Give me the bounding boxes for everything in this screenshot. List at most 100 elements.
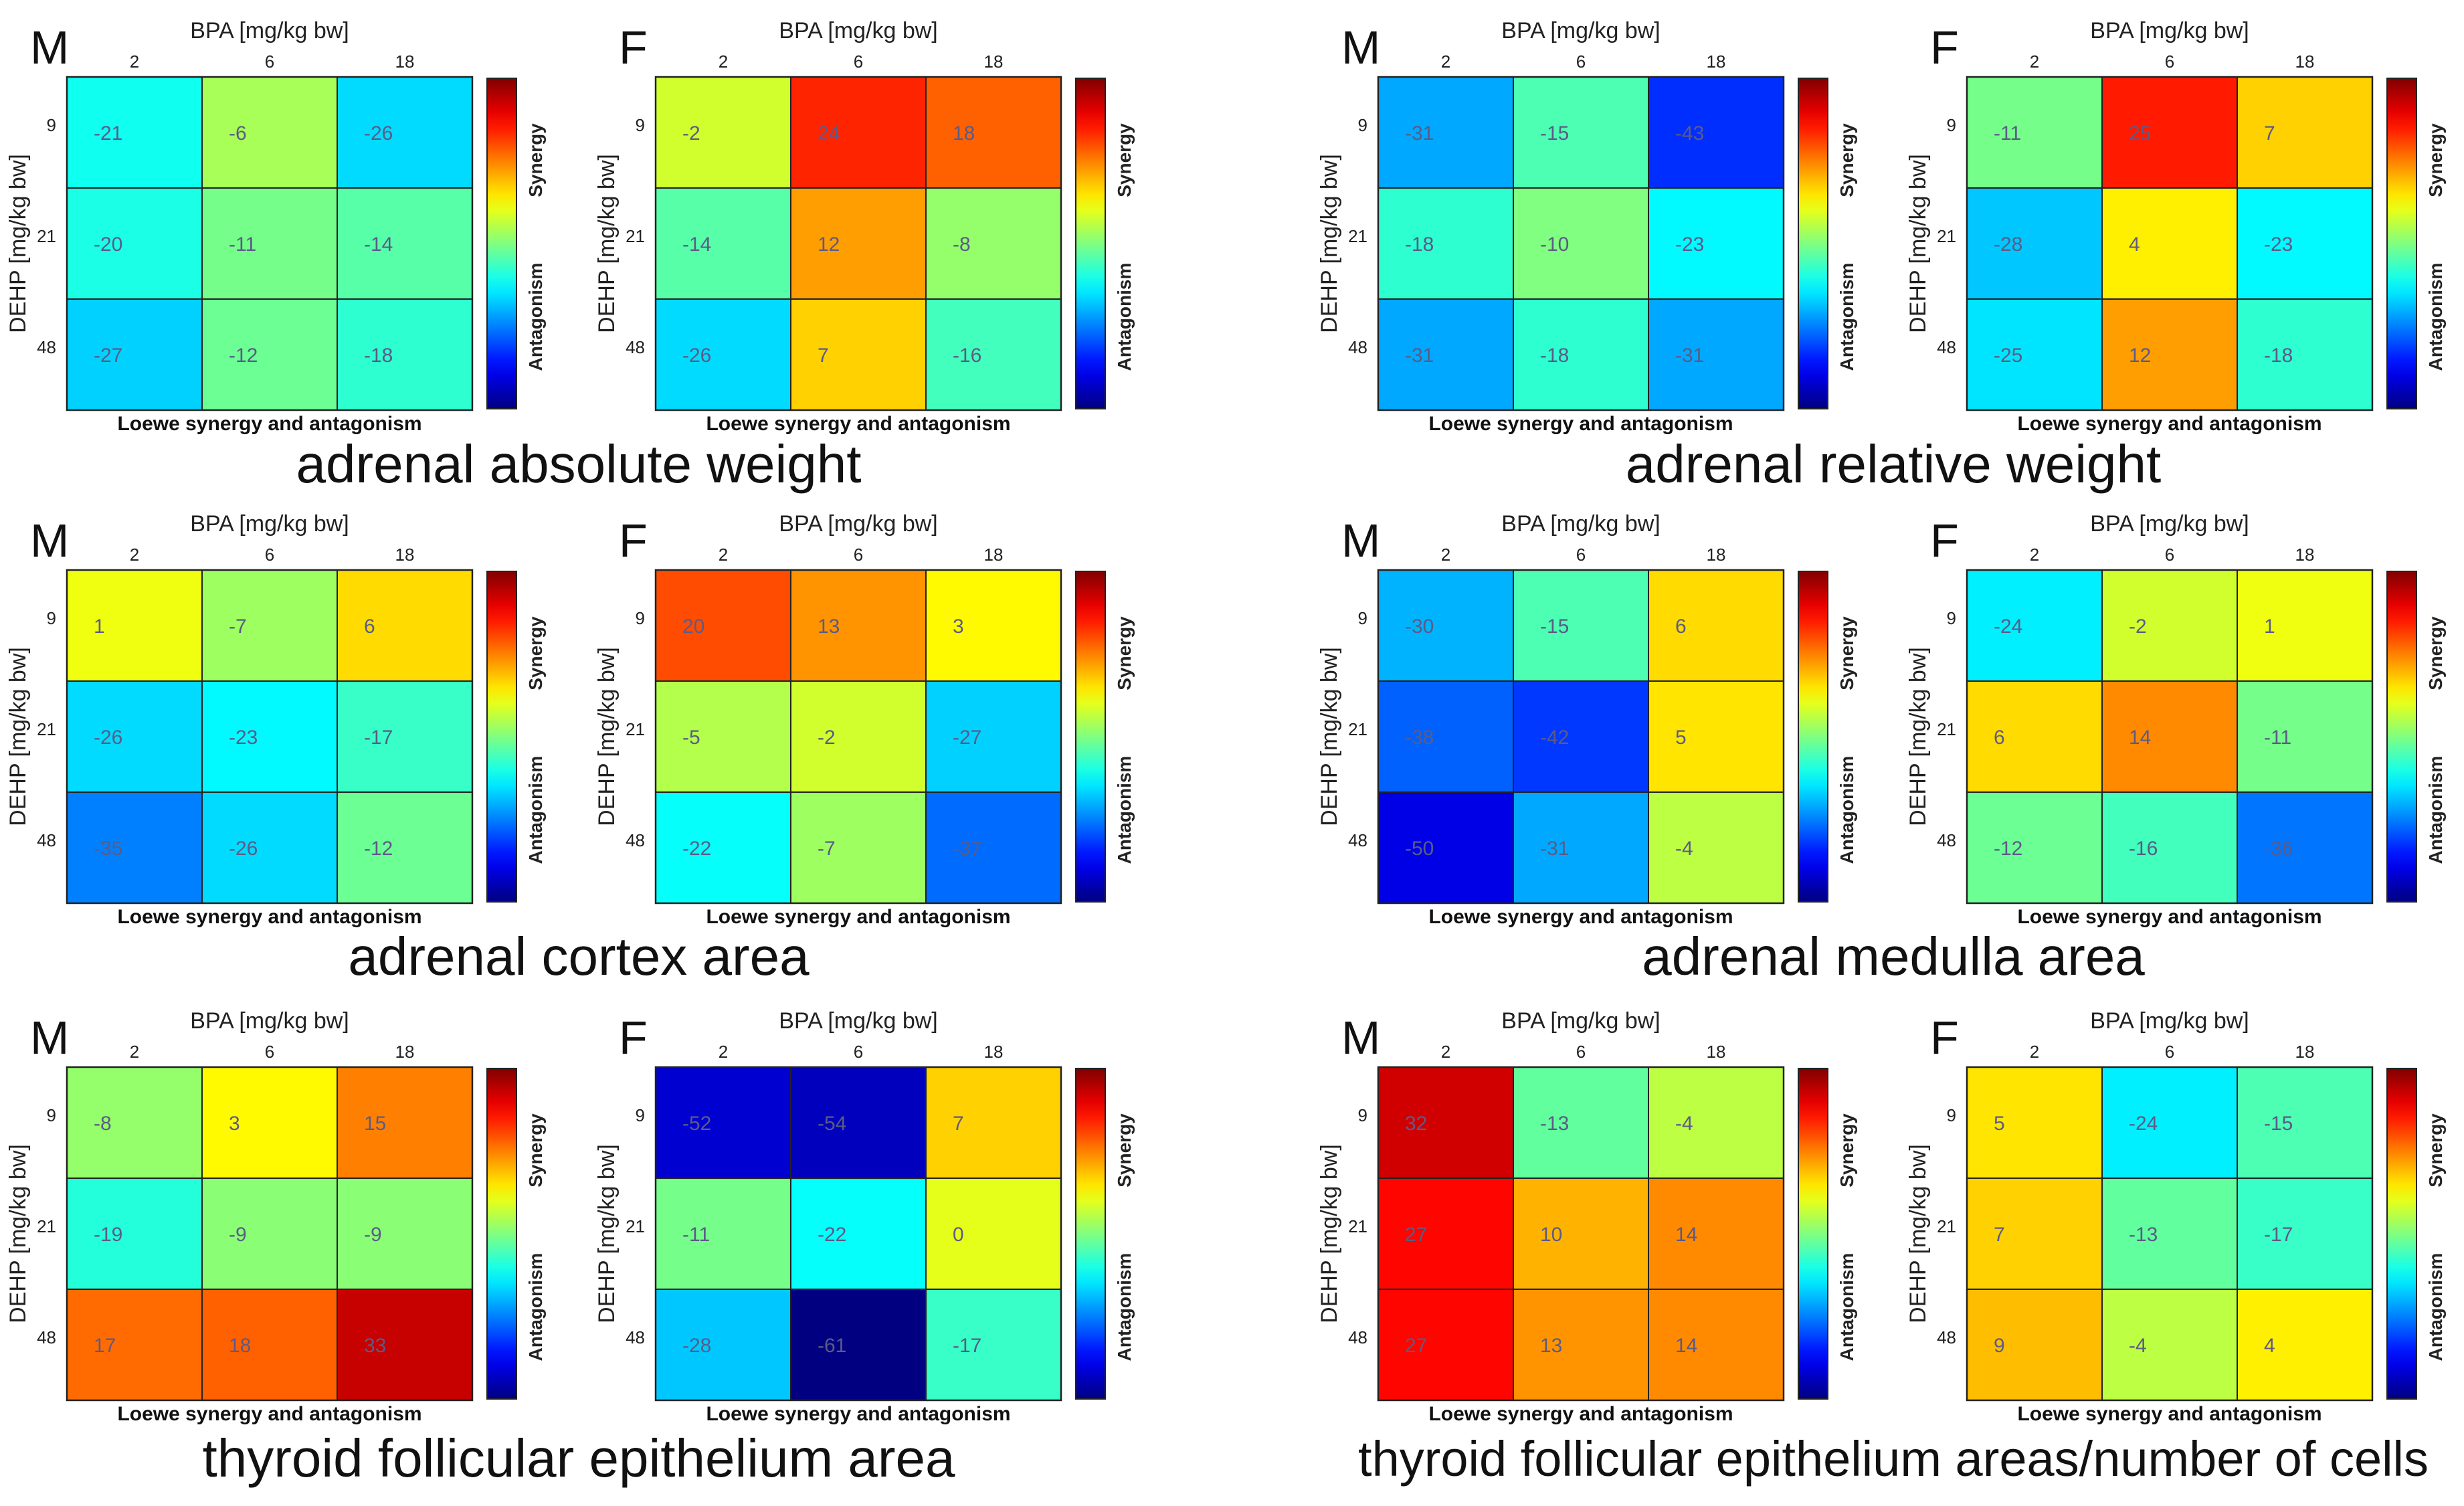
- colorbar: [1798, 78, 1828, 409]
- x-tick-label: 2: [719, 1042, 728, 1062]
- cell-value-label: 15: [364, 1113, 386, 1135]
- cell-value-label: 14: [2129, 727, 2151, 749]
- y-tick-label: 9: [1358, 1105, 1367, 1125]
- cell-value-label: -28: [682, 1335, 711, 1357]
- bottom-label: Loewe synergy and antagonism: [117, 906, 421, 928]
- cell-value-label: 27: [1405, 1335, 1427, 1357]
- x-axis-title: BPA [mg/kg bw]: [2090, 511, 2249, 537]
- cell-value-label: -24: [2129, 1113, 2158, 1135]
- heatmap-cell: [2237, 298, 2373, 411]
- x-tick-label: 18: [2295, 545, 2315, 565]
- colorbar: [486, 571, 517, 903]
- heatmap-cell: [1648, 1178, 1784, 1290]
- heatmap-cell: [1648, 298, 1784, 411]
- x-tick-label: 2: [1441, 545, 1450, 565]
- cell-value-label: 14: [1675, 1224, 1697, 1246]
- colorbar-label-antagonism: Antagonism: [2425, 263, 2446, 371]
- colorbar-label-antagonism: Antagonism: [1836, 1253, 1857, 1361]
- y-tick-label: 9: [47, 1105, 56, 1125]
- cell-value-label: -23: [1675, 233, 1704, 256]
- heatmap-cell: [1378, 1178, 1514, 1290]
- heatmap-cell: [66, 76, 203, 189]
- heatmap-cell: [2101, 791, 2238, 904]
- heatmap-cell: [925, 1289, 1062, 1401]
- x-tick-label: 6: [854, 545, 863, 565]
- panel-letter-f: F: [1930, 514, 1959, 567]
- heatmap-cell: [1966, 187, 2103, 300]
- cell-value-label: -11: [682, 1224, 710, 1246]
- x-tick-label: 18: [984, 1042, 1004, 1062]
- cell-value-label: 32: [1405, 1113, 1427, 1135]
- cell-value-label: -13: [1540, 1113, 1569, 1135]
- panel-letter-f: F: [1930, 21, 1959, 74]
- y-tick-label: 48: [1937, 830, 1956, 850]
- cell-value-label: -13: [2129, 1224, 2158, 1246]
- cell-value-label: -12: [364, 838, 393, 860]
- heatmap-cell: [1966, 298, 2103, 411]
- heatmap-cell: [201, 187, 338, 300]
- y-tick-label: 9: [1947, 608, 1956, 628]
- y-tick-label: 48: [1937, 1327, 1956, 1347]
- bottom-label: Loewe synergy and antagonism: [1428, 413, 1733, 435]
- heatmap-cell: [66, 298, 203, 411]
- y-tick-label: 48: [37, 337, 56, 357]
- cell-value-label: 10: [1540, 1224, 1562, 1246]
- cell-value-label: -7: [229, 616, 247, 638]
- heatmap-cell: [2101, 680, 2238, 793]
- cell-value-label: -52: [682, 1113, 711, 1135]
- x-tick-label: 18: [984, 545, 1004, 565]
- colorbar-label-synergy: Synergy: [1114, 616, 1135, 690]
- heatmap-cell: [66, 1289, 203, 1401]
- cell-value-label: 7: [818, 345, 829, 367]
- y-tick-label: 9: [1358, 115, 1367, 135]
- heatmap-frame: [654, 569, 1062, 905]
- cell-value-label: -4: [1675, 1113, 1693, 1135]
- cell-value-label: -4: [2129, 1335, 2147, 1357]
- cell-value-label: -14: [364, 233, 393, 256]
- heatmap-cell: [790, 680, 927, 793]
- cell-value-label: 13: [818, 616, 840, 638]
- cell-value-label: -8: [94, 1113, 112, 1135]
- heatmap-cell: [1966, 76, 2103, 189]
- x-tick-label: 2: [2030, 52, 2039, 72]
- y-tick-label: 21: [1348, 719, 1367, 739]
- y-tick-label: 21: [1937, 226, 1956, 246]
- cell-value-label: -12: [1994, 838, 2022, 860]
- cell-value-label: -17: [2264, 1224, 2293, 1246]
- heatmap-cell: [1378, 298, 1514, 411]
- x-tick-label: 6: [2165, 1042, 2174, 1062]
- heatmap-cell: [655, 791, 791, 904]
- heatmap-cell: [337, 187, 473, 300]
- heatmap-cell: [1378, 569, 1514, 682]
- cell-value-label: 6: [364, 616, 375, 638]
- cell-value-label: -30: [1405, 616, 1434, 638]
- cell-value-label: 6: [1675, 616, 1687, 638]
- y-axis-title: DEHP [mg/kg bw]: [1317, 647, 1342, 826]
- y-tick-label: 21: [37, 719, 56, 739]
- bottom-label: Loewe synergy and antagonism: [2017, 413, 2321, 435]
- heatmap-cell: [655, 76, 791, 189]
- cell-value-label: 5: [1994, 1113, 2005, 1135]
- bottom-label: Loewe synergy and antagonism: [706, 413, 1010, 435]
- heatmap-cell: [1378, 680, 1514, 793]
- bottom-label: Loewe synergy and antagonism: [706, 1403, 1010, 1425]
- y-axis-title: DEHP [mg/kg bw]: [5, 1144, 31, 1323]
- x-tick-label: 2: [719, 52, 728, 72]
- x-tick-label: 6: [2165, 545, 2174, 565]
- cell-value-label: -7: [818, 838, 836, 860]
- cell-value-label: -50: [1405, 838, 1434, 860]
- colorbar: [1798, 571, 1828, 903]
- heatmap-cell: [655, 298, 791, 411]
- heatmap-cell: [925, 791, 1062, 904]
- heatmap-cell: [2237, 1066, 2373, 1179]
- colorbar-label-antagonism: Antagonism: [1114, 1253, 1135, 1361]
- x-tick-label: 6: [2165, 52, 2174, 72]
- x-tick-label: 2: [719, 545, 728, 565]
- cell-value-label: 20: [682, 616, 704, 638]
- panel-letter-m: M: [30, 21, 69, 74]
- cell-value-label: -37: [953, 838, 981, 860]
- cell-value-label: -22: [818, 1224, 846, 1246]
- x-tick-label: 6: [1576, 1042, 1586, 1062]
- caption-adrenal-absolute-weight: adrenal absolute weight: [296, 434, 862, 494]
